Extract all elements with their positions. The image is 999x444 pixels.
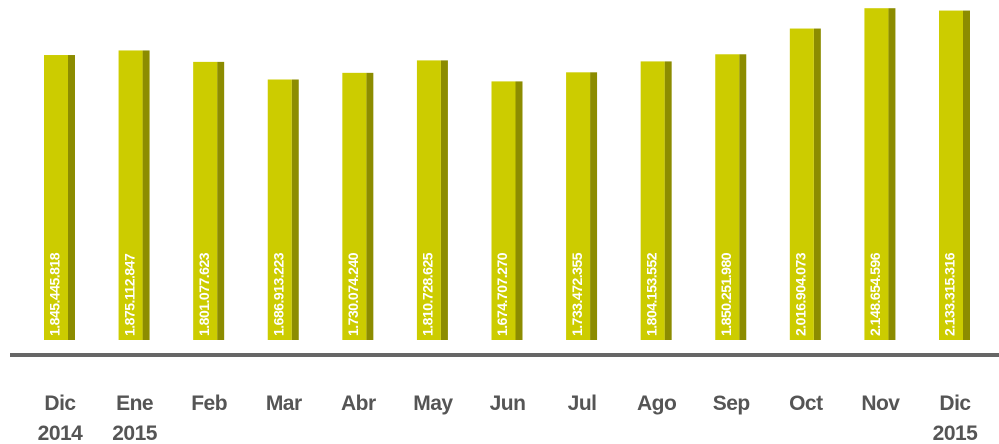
bar-side (291, 79, 299, 340)
bar-side (515, 81, 523, 340)
value-label: 2.133.315.316 (942, 252, 958, 336)
bar-side (366, 72, 374, 340)
bar-side (739, 54, 747, 340)
x-tick-label: Ago (637, 392, 676, 415)
bar-side (963, 10, 970, 341)
value-label: 1.730.074.240 (345, 252, 361, 336)
bar (491, 81, 516, 340)
x-tick-label: Jun (490, 392, 526, 415)
x-tick-label: Ene 2015 (112, 392, 158, 444)
bar (789, 28, 814, 340)
x-tick-label-line: Ene (116, 392, 153, 415)
value-label: 1.810.728.625 (420, 252, 436, 336)
bar-side (68, 55, 75, 340)
bar-side (142, 50, 150, 340)
bar-side (590, 72, 598, 341)
bar-side (813, 28, 821, 340)
x-tick-label-line: 2015 (933, 422, 979, 444)
value-label: 1.850.251.980 (718, 252, 734, 336)
bar (342, 72, 367, 340)
value-label: 1.674.707.270 (494, 252, 510, 336)
x-tick-label-line: 2014 (38, 422, 84, 444)
bar (939, 10, 963, 341)
bar (416, 60, 441, 341)
value-label: 1.686.913.223 (270, 252, 286, 336)
value-label: 1.845.445.818 (47, 252, 63, 336)
value-label: 2.148.654.596 (867, 252, 883, 336)
bar (715, 54, 740, 340)
bar (566, 72, 591, 341)
x-tick-label-line: Dic (939, 392, 971, 415)
x-tick-label: May (413, 392, 453, 415)
bar (44, 55, 68, 340)
x-tick-label: Jul (568, 392, 597, 415)
value-label: 1.801.077.623 (196, 252, 212, 336)
x-tick-label: Dic 2014 (38, 392, 84, 444)
bar-side (217, 61, 225, 341)
x-tick-label: Abr (341, 392, 376, 415)
bar (267, 79, 292, 340)
x-tick-label: Feb (191, 392, 227, 415)
x-tick-label: Nov (861, 392, 900, 415)
bar (864, 8, 889, 340)
bar-side (888, 8, 896, 340)
value-label: 1.733.472.355 (569, 252, 585, 336)
bar (193, 61, 218, 341)
x-tick-label: Oct (789, 392, 823, 415)
x-tick-label: Sep (713, 392, 750, 415)
bar-side (440, 60, 448, 341)
x-tick-label-line: 2015 (112, 422, 158, 444)
value-label: 1.804.153.552 (643, 252, 659, 336)
value-label: 2.016.904.073 (793, 252, 809, 336)
x-tick-label: Mar (266, 392, 302, 415)
bar-side (664, 61, 672, 341)
x-tick-label: Dic 2015 (933, 392, 979, 444)
value-label: 1.875.112.847 (121, 253, 137, 336)
bar (118, 50, 143, 340)
x-tick-label-line: Dic (44, 392, 76, 415)
bar (640, 61, 665, 341)
